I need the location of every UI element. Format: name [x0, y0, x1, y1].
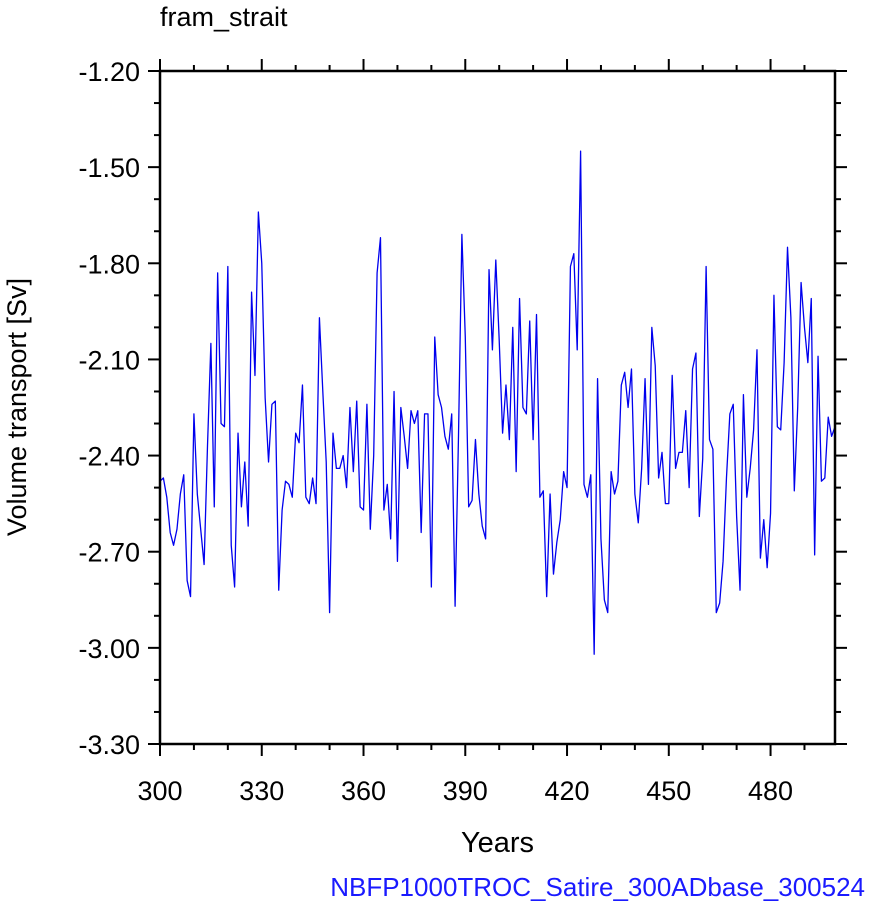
y-tick-label: -2.40 [78, 442, 140, 472]
x-axis-ticks: 300 330 360 390 420 450 480 [137, 59, 806, 806]
x-tick-label: 390 [443, 776, 488, 806]
series-line [159, 150, 836, 655]
chart-title: fram_strait [160, 2, 288, 32]
y-tick-label: -2.10 [78, 345, 140, 375]
series-layer [159, 150, 836, 655]
y-tick-label: -2.70 [78, 538, 140, 568]
y-tick-label: -1.80 [78, 249, 140, 279]
y-tick-label: -3.30 [78, 730, 140, 760]
x-tick-label: 330 [239, 776, 284, 806]
y-tick-label: -1.20 [78, 57, 140, 87]
x-tick-label: 420 [545, 776, 590, 806]
footer-label: NBFP1000TROC_Satire_300ADbase_300524 [330, 872, 865, 902]
x-axis-label: Years [461, 827, 534, 859]
y-axis-label: Volume transport [Sv] [2, 278, 32, 536]
x-tick-label: 480 [748, 776, 793, 806]
x-tick-label: 300 [137, 776, 182, 806]
y-tick-label: -1.50 [78, 153, 140, 183]
x-tick-label: 360 [341, 776, 386, 806]
plot-frame [158, 69, 837, 746]
x-tick-label: 450 [646, 776, 691, 806]
y-tick-label: -3.00 [78, 634, 140, 664]
y-axis-ticks: -1.20 -1.50 -1.80 -2.10 -2.40 -2.70 -3.00 -3.30 [78, 57, 847, 760]
